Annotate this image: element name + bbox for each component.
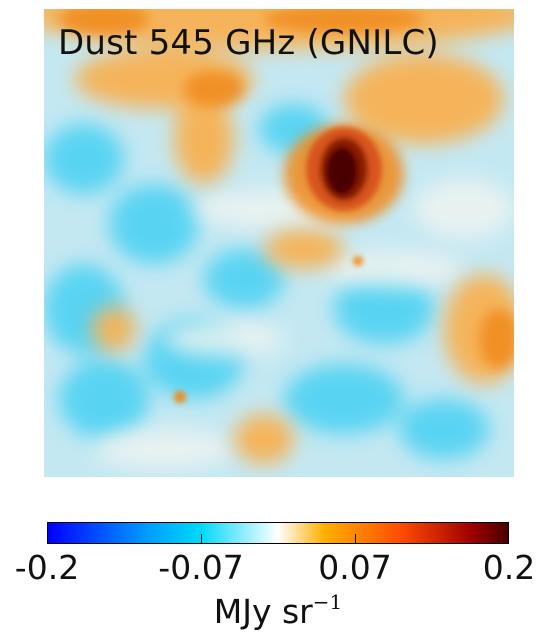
colorbar-label-neg: -0.07 xyxy=(158,548,244,587)
colorbar-unit: MJy sr−1 xyxy=(213,590,343,631)
map-title: Dust 545 GHz (GNILC) xyxy=(58,23,439,63)
colorbar xyxy=(47,522,509,544)
dust-intensity-map: Dust 545 GHz (GNILC) xyxy=(44,9,514,477)
colorbar-tick xyxy=(201,534,202,544)
colorbar-label-min: -0.2 xyxy=(14,548,80,587)
map-image xyxy=(44,9,514,477)
colorbar-unit-base: MJy sr xyxy=(213,592,313,631)
colorbar-tick xyxy=(355,534,356,544)
colorbar-label-pos: 0.07 xyxy=(318,548,392,587)
colorbar-unit-exponent: −1 xyxy=(312,590,343,614)
colorbar-label-max: 0.2 xyxy=(482,548,536,587)
